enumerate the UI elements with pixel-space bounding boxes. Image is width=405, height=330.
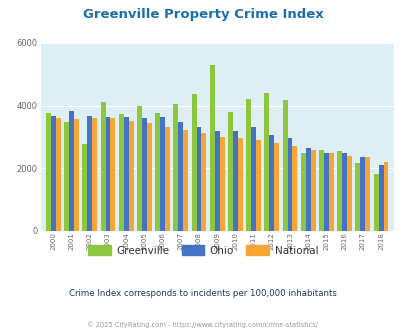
Bar (269, 135, 274, 231)
Bar (219, 137, 224, 231)
Bar (119, 115, 124, 231)
Bar (82, 144, 87, 231)
Bar (142, 118, 147, 231)
Bar (373, 174, 378, 231)
Bar (46, 114, 51, 231)
Bar (64, 122, 69, 231)
Bar (136, 106, 142, 231)
Bar (310, 150, 315, 231)
Text: © 2025 CityRating.com - https://www.cityrating.com/crime-statistics/: © 2025 CityRating.com - https://www.city… (87, 322, 318, 328)
Bar (378, 165, 383, 231)
Bar (147, 123, 151, 231)
Bar (92, 118, 97, 231)
Bar (105, 116, 110, 231)
Bar (128, 121, 133, 231)
Bar (201, 133, 206, 231)
Bar (160, 117, 165, 231)
Bar (318, 150, 323, 231)
Bar (305, 148, 310, 231)
Bar (328, 153, 333, 231)
Bar (55, 117, 61, 231)
Bar (292, 146, 297, 231)
Bar (214, 131, 219, 231)
Bar (183, 130, 188, 231)
Bar (69, 111, 74, 231)
Bar (355, 163, 360, 231)
Bar (110, 118, 115, 231)
Bar (165, 127, 170, 231)
Bar (155, 113, 160, 231)
Bar (124, 116, 128, 231)
Bar (341, 153, 346, 231)
Bar (173, 104, 178, 231)
Legend: Greenville, Ohio, National: Greenville, Ohio, National (83, 241, 322, 260)
Bar (196, 127, 201, 231)
Bar (209, 65, 214, 231)
Bar (178, 122, 183, 231)
Bar (323, 153, 328, 231)
Bar (87, 115, 92, 231)
Bar (364, 157, 369, 231)
Bar (100, 102, 105, 231)
Bar (287, 138, 292, 231)
Bar (232, 131, 237, 231)
Bar (346, 156, 351, 231)
Bar (360, 157, 364, 231)
Bar (274, 143, 279, 231)
Bar (191, 94, 196, 231)
Bar (237, 138, 242, 231)
Bar (51, 115, 55, 231)
Bar (383, 162, 388, 231)
Text: Greenville Property Crime Index: Greenville Property Crime Index (83, 8, 322, 21)
Text: Crime Index corresponds to incidents per 100,000 inhabitants: Crime Index corresponds to incidents per… (69, 289, 336, 298)
Bar (300, 153, 305, 231)
Bar (74, 119, 79, 231)
Bar (256, 140, 260, 231)
Bar (228, 112, 232, 231)
Bar (264, 93, 269, 231)
Bar (246, 99, 251, 231)
Bar (282, 100, 287, 231)
Bar (251, 127, 256, 231)
Bar (337, 151, 341, 231)
